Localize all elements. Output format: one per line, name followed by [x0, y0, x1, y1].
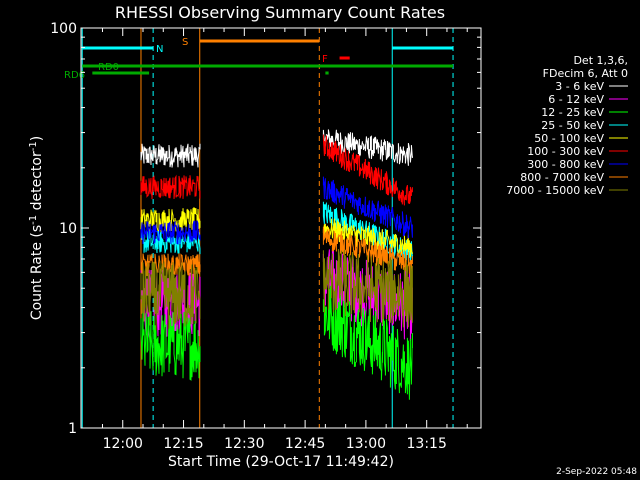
- legend-entry-label: 300 - 800 keV: [527, 158, 604, 171]
- y-tick-label: 10: [59, 221, 77, 237]
- legend-entry-label: 3 - 6 keV: [555, 80, 604, 93]
- series-line: [140, 174, 201, 200]
- legend-header-line-2: FDecim 6, Att 0: [543, 67, 628, 80]
- y-axis-label-sup2: -1: [28, 141, 39, 151]
- legend-entry-label: 25 - 50 keV: [541, 119, 604, 132]
- series-line: [140, 260, 201, 331]
- legend-entry-label: 7000 - 15000 keV: [506, 184, 604, 197]
- plot-area: N S F RD0 RD6: [64, 28, 454, 428]
- legend-entry-label: 50 - 100 keV: [534, 132, 604, 145]
- legend-entry-label: 6 - 12 keV: [548, 93, 604, 106]
- x-tick-label: 12:30: [224, 436, 264, 452]
- series-line: [322, 249, 413, 328]
- y-axis-label-main: Count Rate (s: [29, 225, 45, 320]
- annotation-label-rd0: RD0: [98, 62, 119, 73]
- series-line: [140, 311, 201, 381]
- y-tick-label: 100: [50, 21, 77, 37]
- y-axis-label-end: ): [29, 136, 45, 141]
- x-tick-label: 12:45: [285, 436, 325, 452]
- annotation-label-n: N: [156, 44, 163, 55]
- series-line: [322, 285, 413, 400]
- legend-entry-label: 12 - 25 keV: [541, 106, 604, 119]
- x-tick-label: 13:15: [407, 436, 447, 452]
- annotation-label-f: F: [322, 54, 328, 65]
- axis-ticks: 12:00 12:15 12:30 12:45 13:00 13:15 1 10 100: [50, 21, 481, 452]
- legend-entry-label: 100 - 300 keV: [527, 145, 604, 158]
- x-axis-label: Start Time (29-Oct-17 11:49:42): [168, 454, 394, 470]
- x-tick-label: 13:00: [346, 436, 386, 452]
- annotation-label-rd6: RD6: [64, 70, 85, 81]
- y-axis-label-sup1: -1: [28, 215, 39, 225]
- y-axis-label: Count Rate (s-1 detector-1): [28, 136, 45, 320]
- series-line: [140, 220, 201, 245]
- legend-entry-label: 800 - 7000 keV: [520, 171, 604, 184]
- y-tick-label: 1: [68, 421, 77, 437]
- footer-date: 2-Sep-2022 05:48: [556, 467, 637, 477]
- chart-title: RHESSI Observing Summary Count Rates: [115, 3, 445, 22]
- series-line: [322, 176, 413, 239]
- series-line: [322, 129, 413, 166]
- series-line: [140, 143, 201, 168]
- annotation-label-s: S: [182, 37, 188, 48]
- x-tick-label: 12:00: [103, 436, 143, 452]
- series-line: [322, 134, 413, 206]
- x-tick-label: 12:15: [163, 436, 203, 452]
- series-line: [322, 226, 413, 276]
- legend-header-line-1: Det 1,3,6,: [573, 54, 628, 67]
- y-axis-label-mid: detector: [29, 151, 45, 215]
